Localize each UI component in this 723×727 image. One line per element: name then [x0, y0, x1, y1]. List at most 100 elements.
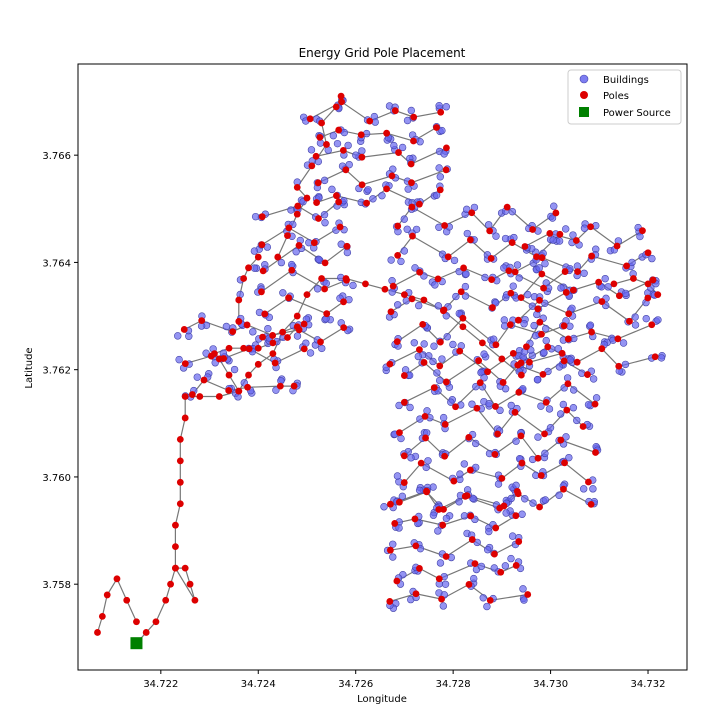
building-point — [515, 274, 523, 282]
pole-point — [523, 343, 530, 351]
pole-point — [396, 429, 403, 437]
pole-point — [408, 295, 416, 303]
building-point — [321, 218, 329, 227]
pole-point — [615, 362, 623, 370]
x-tick-label: 34.732 — [631, 679, 666, 690]
pole-point — [271, 359, 279, 367]
building-point — [631, 321, 640, 329]
pole-point — [284, 232, 291, 240]
pole-point — [561, 268, 569, 275]
pole-point — [386, 598, 394, 605]
building-point — [601, 274, 609, 283]
pole-point — [537, 472, 545, 479]
pole-point — [536, 318, 544, 326]
pole-point — [284, 334, 291, 341]
building-point — [450, 256, 459, 265]
pole-point — [269, 339, 277, 347]
building-point — [494, 480, 503, 488]
building-point — [578, 369, 586, 377]
pole-point — [486, 227, 494, 235]
x-tick-label: 34.726 — [338, 679, 373, 690]
pole-point — [313, 199, 320, 206]
building-point — [369, 195, 377, 203]
pole-point — [388, 172, 396, 180]
pole-point — [172, 543, 179, 551]
building-point — [395, 401, 403, 410]
pole-point — [358, 181, 366, 189]
pole-point — [511, 408, 519, 416]
cluster-line — [315, 147, 447, 165]
building-point — [455, 498, 463, 506]
building-point — [480, 350, 488, 358]
pole-point — [142, 629, 150, 636]
pole-point — [412, 590, 420, 598]
building-point — [447, 398, 455, 406]
pole-point — [623, 262, 631, 270]
building-point — [541, 299, 549, 307]
pole-point — [443, 144, 450, 152]
pole-point — [417, 459, 425, 467]
pole-point — [395, 149, 402, 156]
pole-point — [492, 341, 500, 349]
building-point — [463, 229, 472, 238]
pole-point — [285, 224, 293, 232]
pole-point — [468, 209, 476, 217]
building-point — [524, 290, 532, 299]
building-point — [533, 376, 542, 384]
pole-point — [538, 330, 545, 338]
cluster-line — [264, 297, 344, 315]
pole-point — [579, 423, 587, 430]
building-point — [174, 332, 182, 340]
pole-point — [538, 254, 546, 262]
building-point — [389, 553, 397, 561]
building-point — [548, 214, 557, 222]
power-source-marker — [130, 637, 143, 650]
building-point — [222, 322, 231, 331]
building-point — [320, 211, 329, 219]
pole-point — [422, 434, 429, 442]
pole-point — [626, 317, 633, 325]
building-point — [440, 150, 448, 158]
building-point — [642, 314, 650, 323]
building-point — [628, 258, 636, 267]
pole-point — [615, 292, 623, 300]
building-point — [535, 264, 543, 272]
building-point — [345, 160, 353, 169]
legend-label-power-source: Power Source — [603, 108, 671, 119]
building-point — [407, 454, 415, 462]
pole-point — [410, 113, 418, 121]
building-point — [380, 503, 388, 511]
building-point — [292, 248, 300, 256]
pole-point — [336, 223, 344, 231]
pole-point — [225, 387, 233, 394]
y-tick-label: 3.760 — [42, 473, 71, 484]
pole-point — [386, 360, 394, 368]
pole-point — [534, 454, 542, 462]
building-point — [520, 596, 528, 604]
pole-point — [254, 344, 262, 352]
pole-point — [588, 328, 595, 336]
building-point — [501, 562, 510, 570]
building-point — [654, 316, 662, 324]
building-point — [569, 386, 578, 394]
pole-point — [433, 124, 440, 131]
legend-marker-power-source — [579, 107, 589, 117]
pole-point — [442, 553, 450, 560]
pole-point — [591, 400, 599, 408]
building-point — [442, 103, 450, 111]
cluster-line — [262, 244, 348, 272]
pole-point — [259, 267, 267, 275]
building-point — [621, 360, 630, 369]
building-point — [429, 357, 437, 366]
pole-point — [391, 520, 399, 527]
pole-point — [420, 296, 428, 304]
building-point — [397, 434, 405, 443]
pole-point — [315, 215, 322, 222]
building-point — [320, 176, 329, 185]
poles-layer — [94, 92, 662, 647]
building-point — [455, 309, 464, 318]
building-point — [483, 546, 492, 554]
pole-point — [343, 242, 351, 250]
pole-point — [358, 153, 366, 161]
pole-point — [387, 500, 394, 508]
